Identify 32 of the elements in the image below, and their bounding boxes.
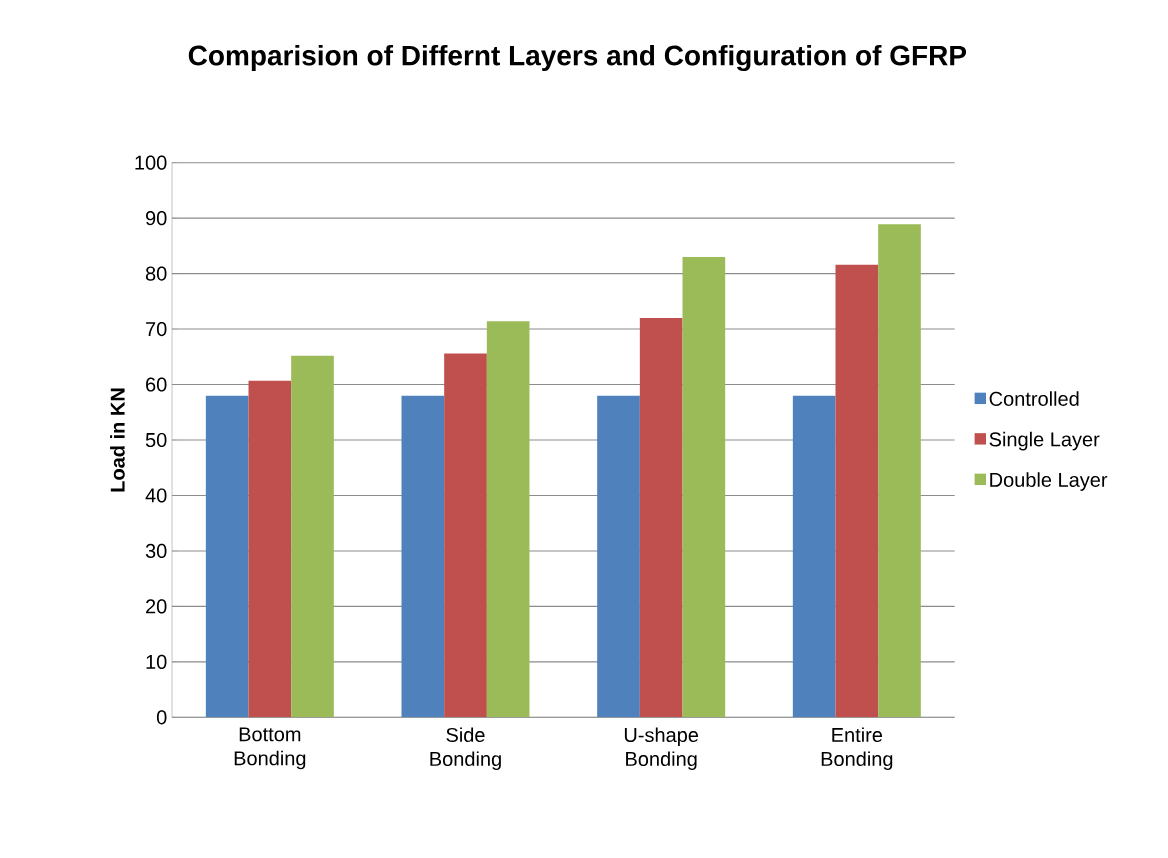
- bar: [792, 395, 836, 718]
- y-tick-label: 0: [156, 710, 167, 725]
- y-tick-label: 70: [146, 321, 167, 337]
- bar: [401, 395, 445, 718]
- bar: [205, 395, 249, 718]
- bar: [682, 256, 726, 718]
- x-tick-label: Bottom Bonding: [234, 727, 306, 770]
- y-tick-label: 100: [135, 155, 167, 170]
- y-tick-label: 50: [145, 432, 167, 448]
- bar: [597, 395, 640, 718]
- bar: [878, 224, 921, 718]
- y-axis-title: Load in KN: [110, 388, 125, 492]
- bar: [639, 317, 683, 718]
- bar: [291, 355, 334, 718]
- chart-title: Comparision of Differnt Layers and Configuration of GFRP: [188, 44, 967, 72]
- x-tick-label: Side Bonding: [430, 727, 501, 771]
- bar: [835, 264, 879, 718]
- y-tick-label: 10: [146, 654, 167, 669]
- legend-label: Double Layer: [990, 472, 1108, 491]
- legend-label: Single Layer: [989, 431, 1100, 451]
- y-tick-label: 90: [145, 211, 167, 226]
- y-tick-label: 60: [146, 377, 167, 392]
- bar: [486, 321, 530, 718]
- bar: [444, 353, 487, 718]
- x-tick-label: U-shape Bonding: [624, 727, 699, 771]
- x-tick-label: Entire Bonding: [821, 727, 893, 771]
- y-tick-label: 40: [145, 488, 167, 503]
- y-tick-label: 30: [145, 543, 167, 559]
- legend-label: Controlled: [989, 391, 1079, 406]
- bar: [248, 380, 292, 718]
- y-tick-label: 80: [145, 266, 167, 281]
- y-tick-label: 20: [146, 599, 167, 614]
